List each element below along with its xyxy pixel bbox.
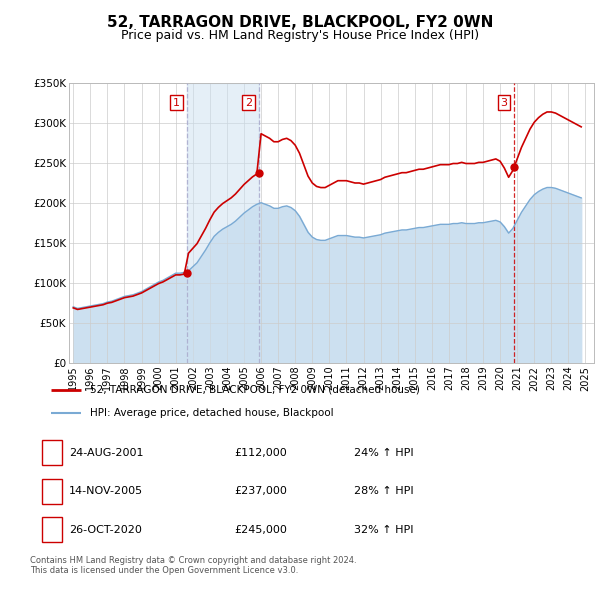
Text: £112,000: £112,000 — [234, 448, 287, 458]
Text: 52, TARRAGON DRIVE, BLACKPOOL, FY2 0WN: 52, TARRAGON DRIVE, BLACKPOOL, FY2 0WN — [107, 15, 493, 30]
Text: £245,000: £245,000 — [234, 525, 287, 535]
Text: 3: 3 — [49, 525, 55, 535]
Text: 1: 1 — [173, 97, 180, 107]
Text: Contains HM Land Registry data © Crown copyright and database right 2024.
This d: Contains HM Land Registry data © Crown c… — [30, 556, 356, 575]
Text: 24-AUG-2001: 24-AUG-2001 — [69, 448, 143, 458]
Text: 32% ↑ HPI: 32% ↑ HPI — [354, 525, 413, 535]
Text: 52, TARRAGON DRIVE, BLACKPOOL, FY2 0WN (detached house): 52, TARRAGON DRIVE, BLACKPOOL, FY2 0WN (… — [90, 385, 420, 395]
Text: Price paid vs. HM Land Registry's House Price Index (HPI): Price paid vs. HM Land Registry's House … — [121, 30, 479, 42]
Text: HPI: Average price, detached house, Blackpool: HPI: Average price, detached house, Blac… — [90, 408, 334, 418]
Bar — [187, 83, 259, 363]
Text: 1: 1 — [49, 448, 55, 458]
Text: 2: 2 — [245, 97, 252, 107]
Text: 14-NOV-2005: 14-NOV-2005 — [69, 486, 143, 496]
Text: 2: 2 — [49, 486, 55, 496]
Text: 24% ↑ HPI: 24% ↑ HPI — [354, 448, 413, 458]
Text: £237,000: £237,000 — [234, 486, 287, 496]
Text: 3: 3 — [500, 97, 508, 107]
Text: 28% ↑ HPI: 28% ↑ HPI — [354, 486, 413, 496]
Text: 26-OCT-2020: 26-OCT-2020 — [69, 525, 142, 535]
